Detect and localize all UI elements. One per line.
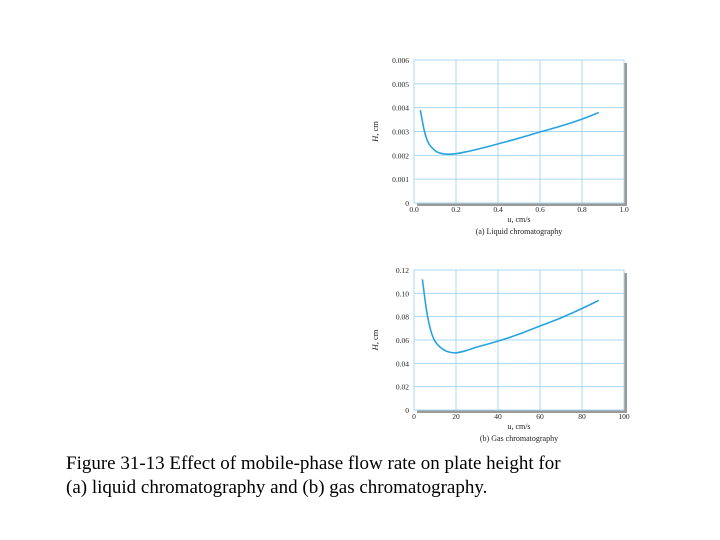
y-axis-label-unit: , cm: [370, 121, 380, 136]
y-tick-label: 0.10: [396, 289, 409, 298]
y-tick-label: 0.003: [392, 128, 409, 137]
x-axis-label-var: u: [507, 215, 511, 224]
x-axis-label-var: u: [507, 422, 511, 431]
y-tick-label: 0: [405, 406, 409, 415]
chart-subtitle: (a) Liquid chromatography: [476, 227, 563, 236]
y-axis-label: H, cm: [370, 121, 380, 143]
caption-line-2: (a) liquid chromatography and (b) gas ch…: [66, 477, 488, 498]
chart-liquid-chromatography: 0.0 0.2 0.4 0.6 0.8 1.0 0 0.001 0.002 0.003 0.004 0…: [370, 56, 629, 236]
x-axis-label-unit: , cm/s: [511, 215, 530, 224]
y-tick-label: 0.02: [396, 383, 409, 392]
y-tick-label: 0.005: [392, 80, 409, 89]
y-tick-label: 0.001: [392, 175, 409, 184]
y-tick-label: 0.006: [392, 56, 409, 65]
x-tick-label: 100: [618, 412, 630, 421]
y-tick-label: 0.08: [396, 313, 409, 322]
y-tick-label: 0.004: [392, 104, 409, 113]
x-tick-label: 1.0: [619, 205, 629, 214]
y-tick-label: 0.12: [396, 266, 409, 275]
chart-gas-chromatography: 0 20 40 60 80 10000.020.040.060.080.100.12H, …: [370, 266, 630, 443]
y-axis-label-var: H: [370, 343, 380, 351]
y-axis-label: H, cm: [370, 329, 380, 351]
caption-line-1: Figure 31-13 Effect of mobile-phase flow…: [66, 453, 561, 474]
figure-caption: Figure 31-13 Effect of mobile-phase flow…: [66, 452, 706, 500]
x-tick-label: 0: [412, 412, 416, 421]
x-tick-label: 20: [452, 412, 460, 421]
x-axis-label: u, cm/s: [507, 422, 530, 431]
x-tick-label: 80: [578, 412, 586, 421]
y-axis-label-unit: , cm: [370, 329, 380, 344]
x-axis-label: u, cm/s: [507, 215, 530, 224]
y-tick-label: 0.06: [396, 336, 409, 345]
series-curve: [419, 109, 600, 155]
series-curve: [421, 279, 600, 354]
y-axis-label-var: H: [370, 135, 380, 143]
x-axis-label-unit: , cm/s: [511, 422, 530, 431]
x-tick-label: 0.2: [451, 205, 461, 214]
x-tick-label: 0.4: [493, 205, 503, 214]
x-tick-label: 60: [536, 412, 544, 421]
x-tick-label: 0.6: [535, 205, 545, 214]
x-tick-label: 0.8: [577, 205, 587, 214]
x-tick-label: 40: [494, 412, 502, 421]
y-tick-label: 0.04: [396, 359, 409, 368]
x-tick-label: 0.0: [409, 205, 419, 214]
chart-subtitle: (b) Gas chromatography: [480, 434, 558, 443]
y-tick-label: 0.002: [392, 151, 409, 160]
y-tick-label: 0: [405, 199, 409, 208]
